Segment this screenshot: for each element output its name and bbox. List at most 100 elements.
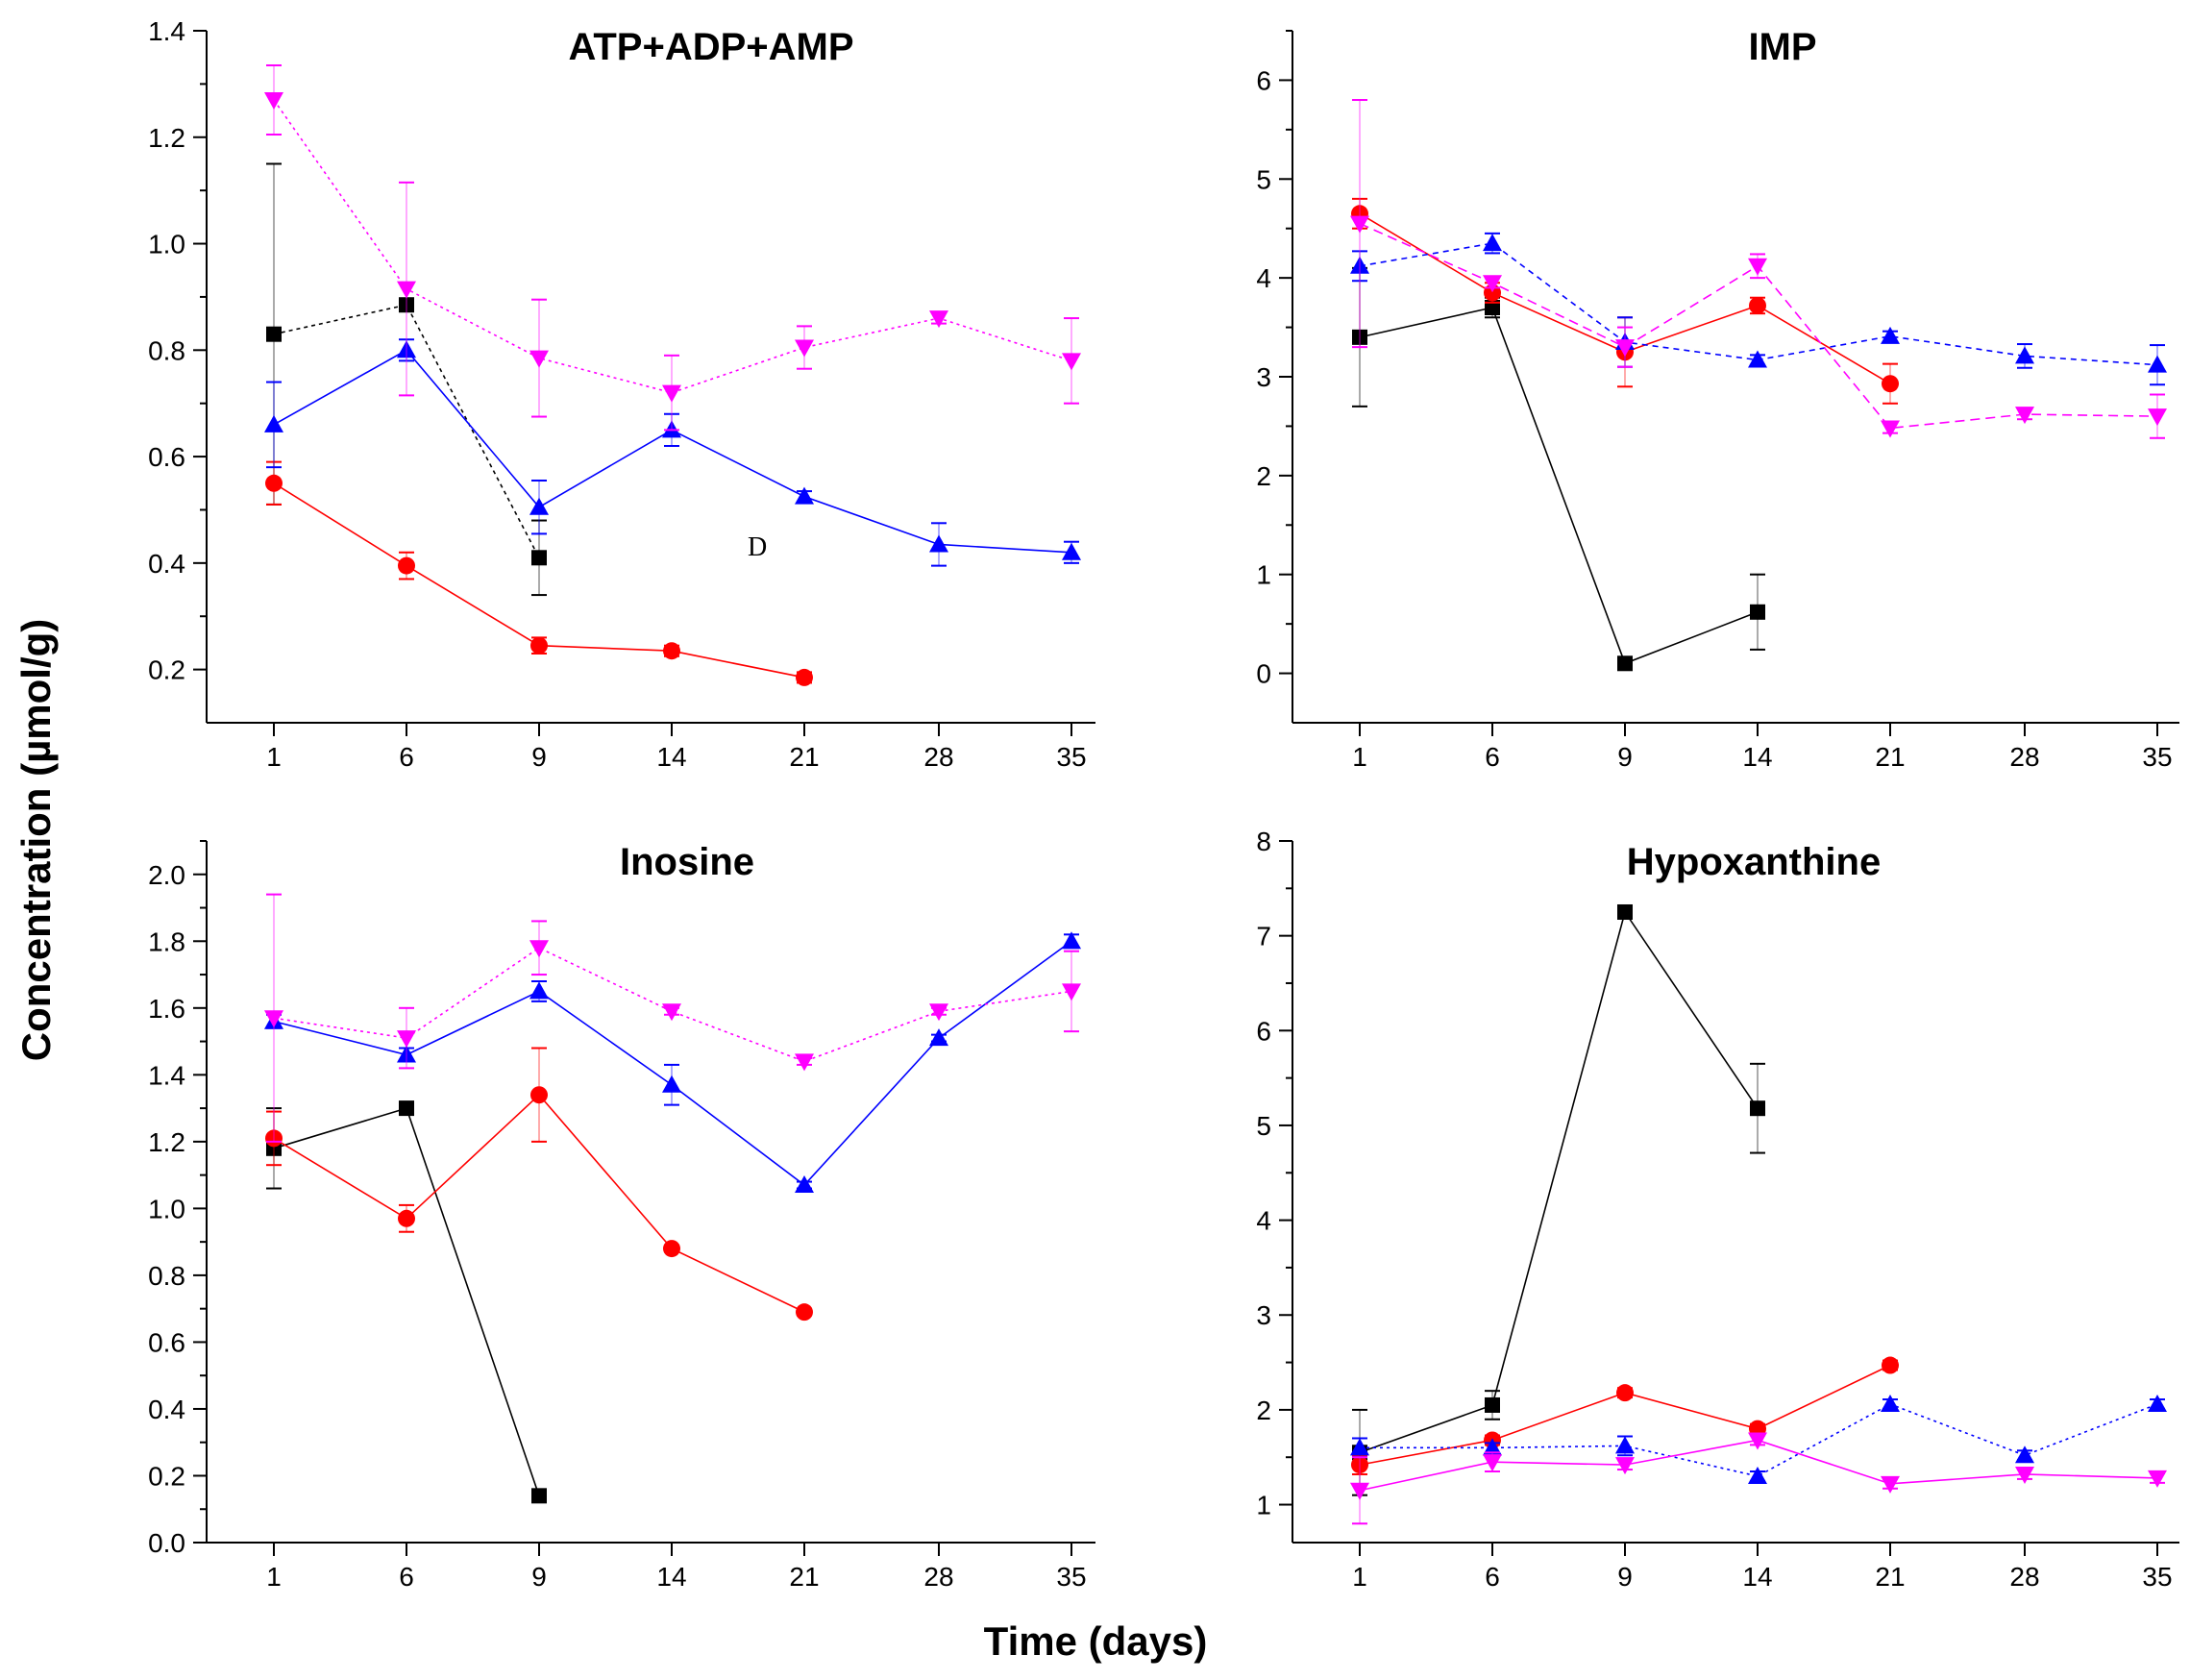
x-tick-label: 1 [1352, 1562, 1367, 1592]
data-point-triangle-up [264, 414, 283, 432]
x-tick-label: 28 [923, 742, 953, 772]
data-point-square [1750, 1100, 1765, 1117]
y-tick-label: 2 [1256, 1396, 1271, 1425]
x-tick-label: 9 [1617, 742, 1633, 772]
x-tick-label: 14 [656, 1562, 686, 1592]
y-tick-label: 0 [1256, 659, 1271, 689]
data-point-triangle-up [662, 1075, 681, 1093]
series-blue-triangle-up [264, 931, 1081, 1194]
data-point-triangle-down [529, 940, 549, 958]
data-point-triangle-up [795, 486, 814, 505]
series-red-circle [265, 1047, 813, 1322]
data-point-triangle-up [2148, 1394, 2167, 1412]
y-axis-title: Concentration (µmol/g) [13, 619, 59, 1062]
series-magenta-triangle-down [1350, 99, 2167, 439]
data-point-triangle-down [1350, 215, 1369, 234]
panel-inosine: 0.0 0.2 0.4 0.6 0.8 1.0 1.2 1.4 1.6 1.8 2.0 1 6 9 14 21… [148, 840, 1095, 1592]
y-tick-label: 3 [1256, 1300, 1271, 1330]
series-black-square [1352, 266, 1765, 672]
data-point-triangle-up [929, 534, 948, 553]
x-tick-label: 6 [1485, 1562, 1500, 1592]
data-point-triangle-up [2015, 346, 2034, 364]
y-tick-label: 1.0 [148, 1194, 185, 1223]
data-point-triangle-up [1483, 1438, 1502, 1456]
data-point-triangle-up [1881, 326, 1900, 344]
data-point-triangle-up [2015, 1445, 2034, 1464]
x-tick-label: 28 [2009, 1562, 2039, 1592]
y-tick-label: 1.2 [148, 123, 185, 153]
x-tick-label: 1 [1352, 742, 1367, 772]
data-point-triangle-down [795, 1053, 814, 1072]
x-tick-label: 14 [1742, 1562, 1772, 1592]
series-black-square [266, 1100, 547, 1504]
x-tick-label: 1 [266, 1562, 282, 1592]
series-line [1359, 307, 1759, 665]
series-red-circle [1351, 1356, 1899, 1475]
y-tick-label: 0.6 [148, 442, 185, 472]
y-tick-label: 1.6 [148, 994, 185, 1024]
data-point-triangle-up [529, 981, 549, 1000]
series-blue-triangle-up [264, 338, 1081, 567]
series-red-circle [265, 460, 813, 686]
y-tick-label: 0.4 [148, 549, 185, 579]
y-tick-label: 0.0 [148, 1528, 185, 1558]
y-tick-label: 0.4 [148, 1395, 185, 1424]
data-point-triangle-down [1748, 1432, 1767, 1450]
y-tick-label: 1 [1256, 560, 1271, 590]
x-tick-label: 28 [2009, 742, 2039, 772]
data-point-square [1617, 903, 1633, 920]
series-red-circle [1351, 197, 1899, 405]
data-point-triangle-up [1062, 931, 1081, 950]
x-tick-label: 9 [1617, 1562, 1633, 1592]
data-point-circle [663, 1240, 680, 1258]
data-point-triangle-down [929, 1003, 948, 1022]
y-tick-label: 8 [1256, 827, 1271, 856]
y-tick-label: 1.4 [148, 1060, 185, 1090]
y-tick-label: 1.8 [148, 926, 185, 956]
data-point-triangle-down [1062, 983, 1081, 1001]
y-tick-label: 1.4 [148, 16, 185, 46]
data-point-triangle-up [529, 497, 549, 515]
x-tick-label: 35 [2142, 742, 2172, 772]
y-tick-label: 4 [1256, 1206, 1271, 1236]
data-point-circle [265, 474, 283, 492]
y-tick-label: 6 [1256, 65, 1271, 95]
data-point-triangle-down [2015, 1466, 2034, 1484]
y-tick-label: 3 [1256, 362, 1271, 392]
data-point-circle [1749, 296, 1766, 314]
x-tick-label: 14 [656, 742, 686, 772]
data-point-triangle-down [397, 1030, 416, 1049]
y-tick-label: 4 [1256, 263, 1271, 293]
y-tick-label: 5 [1256, 164, 1271, 194]
series-line [273, 940, 1072, 1187]
data-point-circle [530, 1086, 548, 1104]
data-point-triangle-up [1748, 350, 1767, 368]
data-point-triangle-down [1350, 1482, 1369, 1500]
data-point-circle [530, 636, 548, 655]
data-point-circle [1616, 1384, 1634, 1402]
data-point-square [266, 326, 282, 342]
data-point-triangle-up [1615, 1436, 1635, 1454]
x-tick-label: 21 [1875, 1562, 1905, 1592]
x-tick-label: 9 [531, 1562, 547, 1592]
data-point-circle [1882, 1356, 1899, 1374]
y-tick-label: 0.8 [148, 1261, 185, 1291]
stray-annotation-mark: D [748, 532, 767, 562]
x-tick-label: 1 [266, 742, 282, 772]
data-point-triangle-down [929, 310, 948, 329]
data-point-triangle-down [1615, 1457, 1635, 1475]
panel-imp: 0 1 2 3 4 5 6 1 6 9 14 21 28 35 IMP [1256, 26, 2179, 772]
y-tick-label: 0.8 [148, 335, 185, 365]
data-point-circle [398, 1209, 415, 1227]
data-point-square [531, 1488, 547, 1504]
x-tick-label: 6 [399, 1562, 414, 1592]
panel-title: ATP+ADP+AMP [568, 26, 853, 68]
x-tick-label: 35 [2142, 1562, 2172, 1592]
y-tick-label: 0.2 [148, 655, 185, 685]
data-point-triangle-down [397, 281, 416, 299]
series-magenta-triangle-down [264, 64, 1081, 432]
x-tick-label: 21 [789, 1562, 819, 1592]
panel-hypoxanthine: 1 2 3 4 5 6 7 8 1 6 9 14 21 28 35 Hypoxanthine [1256, 827, 2179, 1592]
data-point-triangle-down [662, 1003, 681, 1022]
data-point-triangle-up [2148, 355, 2167, 373]
